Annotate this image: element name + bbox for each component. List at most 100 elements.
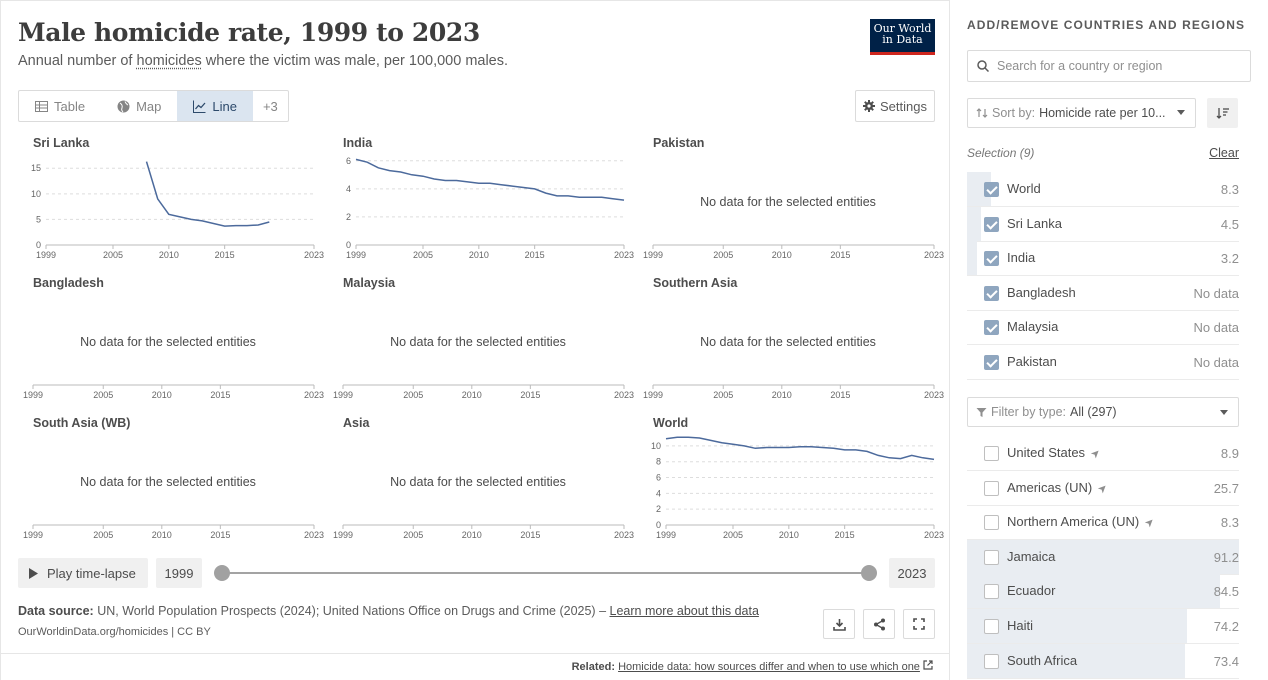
x-tick-label: 2010	[772, 250, 792, 260]
location-arrow-icon: ➤	[1095, 480, 1111, 496]
x-tick-label: 1999	[346, 250, 366, 260]
owid-logo[interactable]: Our World in Data	[870, 19, 935, 55]
facet-chart: 0510151999 2005 2010 2015 2023	[18, 136, 318, 266]
entity-checkbox[interactable]	[984, 286, 999, 301]
start-year-handle[interactable]	[214, 565, 230, 581]
entity-row-haiti[interactable]: Haiti 74.2	[967, 609, 1239, 644]
sort-direction-button[interactable]	[1207, 98, 1238, 128]
facet-malaysia: Malaysia 1999 2005 2010 2015 2023 No data for …	[328, 276, 628, 411]
end-year-box[interactable]: 2023	[889, 558, 935, 588]
tab-line[interactable]: Line	[177, 91, 253, 121]
entity-checkbox[interactable]	[984, 550, 999, 565]
tab-more[interactable]: +3	[253, 91, 288, 121]
entity-row-americas-un[interactable]: Americas (UN) ➤ 25.7	[967, 471, 1239, 506]
entity-name: Pakistan	[1007, 354, 1057, 369]
x-tick-label: 2005	[93, 390, 113, 400]
credit-line[interactable]: OurWorldinData.org/homicides | CC BY	[18, 626, 211, 638]
sort-label: Sort by:	[992, 106, 1035, 120]
entity-row-bangladesh[interactable]: Bangladesh No data	[967, 276, 1239, 311]
gear-icon	[863, 100, 875, 112]
facet-bangladesh: Bangladesh 1999 2005 2010 2015 2023 No data fo…	[18, 276, 318, 411]
y-tick-label: 4	[346, 184, 351, 194]
series-line-world	[666, 437, 934, 459]
entity-name: South Africa	[1007, 653, 1077, 668]
tab-line-label: Line	[212, 99, 237, 114]
play-label: Play time-lapse	[47, 566, 136, 581]
y-tick-label: 0	[36, 240, 41, 250]
y-tick-label: 6	[656, 473, 661, 483]
clear-selection-button[interactable]: Clear	[1209, 146, 1239, 160]
entity-checkbox[interactable]	[984, 355, 999, 370]
tab-table-label: Table	[54, 99, 85, 114]
download-button[interactable]	[823, 609, 855, 639]
entity-checkbox[interactable]	[984, 481, 999, 496]
x-tick-label: 1999	[23, 390, 43, 400]
no-data-message: No data for the selected entities	[328, 335, 628, 349]
x-tick-label: 2005	[723, 530, 743, 540]
timeline-track[interactable]	[222, 572, 869, 574]
related-article: Related: Homicide data: how sources diff…	[572, 660, 933, 673]
search-icon	[977, 60, 989, 72]
learn-more-link[interactable]: Learn more about this data	[610, 604, 759, 618]
entity-row-ecuador[interactable]: Ecuador 84.5	[967, 574, 1239, 609]
sort-dropdown[interactable]: Sort by: Homicide rate per 10...	[967, 98, 1196, 128]
related-article-link[interactable]: Homicide data: how sources differ and wh…	[618, 661, 920, 673]
homicides-definition-link[interactable]: homicides	[137, 53, 202, 69]
search-input[interactable]: Search for a country or region	[967, 50, 1251, 82]
entity-checkbox[interactable]	[984, 515, 999, 530]
entity-value: No data	[1193, 320, 1239, 335]
x-tick-label: 2010	[462, 390, 482, 400]
x-tick-label: 2005	[413, 250, 433, 260]
entity-row-world[interactable]: World 8.3	[967, 172, 1239, 207]
x-tick-label: 2023	[924, 390, 944, 400]
x-tick-label: 2005	[93, 530, 113, 540]
x-tick-label: 2023	[614, 390, 634, 400]
entity-checkbox[interactable]	[984, 251, 999, 266]
sort-descending-icon	[1216, 107, 1230, 119]
entity-row-south-africa[interactable]: South Africa 73.4	[967, 644, 1239, 679]
fullscreen-button[interactable]	[903, 609, 935, 639]
x-tick-label: 2023	[614, 530, 634, 540]
entity-row-united-states[interactable]: United States ➤ 8.9	[967, 436, 1239, 471]
settings-button[interactable]: Settings	[855, 90, 935, 122]
filter-type-dropdown[interactable]: Filter by type: All (297)	[967, 397, 1239, 427]
tab-table[interactable]: Table	[19, 91, 101, 121]
x-tick-label: 2005	[403, 530, 423, 540]
entity-name: Americas (UN) ➤	[1007, 480, 1107, 495]
y-tick-label: 2	[346, 212, 351, 222]
entity-row-pakistan[interactable]: Pakistan No data	[967, 345, 1239, 380]
x-tick-label: 2010	[159, 250, 179, 260]
entity-checkbox[interactable]	[984, 217, 999, 232]
entity-checkbox[interactable]	[984, 619, 999, 634]
chart-subtitle: Annual number of homicides where the vic…	[18, 53, 508, 69]
entity-checkbox[interactable]	[984, 584, 999, 599]
facet-pakistan: Pakistan 1999 2005 2010 2015 2023 No data for …	[638, 136, 938, 271]
start-year-box[interactable]: 1999	[156, 558, 202, 588]
x-tick-label: 1999	[36, 250, 56, 260]
entity-checkbox[interactable]	[984, 654, 999, 669]
entity-value: No data	[1193, 355, 1239, 370]
filter-label: Filter by type:	[991, 405, 1066, 419]
entity-checkbox[interactable]	[984, 182, 999, 197]
tab-map[interactable]: Map	[101, 91, 177, 121]
timeline: Play time-lapse 1999 2023	[18, 558, 935, 588]
entity-row-malaysia[interactable]: Malaysia No data	[967, 310, 1239, 345]
logo-line-2: in Data	[870, 34, 935, 45]
x-tick-label: 2023	[304, 530, 324, 540]
facet-sri-lanka: Sri Lanka 0 5 10 15 1999 2005 2010 2015 2023	[18, 136, 318, 271]
entity-row-northern-america-un[interactable]: Northern America (UN) ➤ 8.3	[967, 505, 1239, 540]
x-tick-label: 1999	[656, 530, 676, 540]
end-year-handle[interactable]	[861, 565, 877, 581]
play-timelapse-button[interactable]: Play time-lapse	[18, 558, 148, 588]
value-bar	[967, 609, 1187, 643]
x-tick-label: 2015	[525, 250, 545, 260]
entity-row-sri-lanka[interactable]: Sri Lanka 4.5	[967, 207, 1239, 242]
entity-row-india[interactable]: India 3.2	[967, 241, 1239, 276]
entity-checkbox[interactable]	[984, 320, 999, 335]
no-data-message: No data for the selected entities	[638, 195, 938, 209]
share-button[interactable]	[863, 609, 895, 639]
entity-checkbox[interactable]	[984, 446, 999, 461]
facet-chart: 02461999 2005 2010 2015 2023	[328, 136, 628, 266]
no-data-message: No data for the selected entities	[328, 475, 628, 489]
entity-row-jamaica[interactable]: Jamaica 91.2	[967, 540, 1239, 575]
